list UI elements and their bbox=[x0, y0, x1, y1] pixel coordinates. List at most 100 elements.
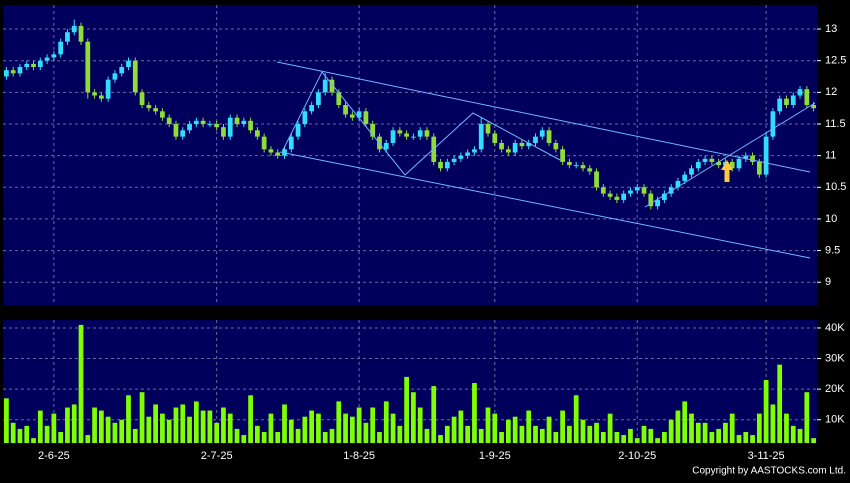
volume-bar bbox=[119, 419, 125, 443]
candle-body bbox=[695, 161, 701, 169]
candle-body bbox=[343, 105, 348, 115]
volume-bar bbox=[695, 422, 701, 443]
volume-bar bbox=[10, 422, 16, 443]
y-tick-label: 30K bbox=[825, 352, 845, 364]
volume-bar bbox=[472, 383, 477, 443]
candle-body bbox=[567, 161, 572, 166]
volume-bar bbox=[431, 386, 437, 443]
candle-body bbox=[770, 111, 776, 137]
candle-body bbox=[600, 187, 606, 194]
candle-body bbox=[214, 123, 220, 128]
volume-bar bbox=[675, 410, 681, 443]
candle-body bbox=[119, 67, 125, 74]
candle-body bbox=[662, 193, 667, 200]
volume-bar bbox=[756, 413, 762, 443]
volume-bar bbox=[221, 407, 226, 443]
volume-bar bbox=[71, 404, 77, 443]
volume-bar bbox=[275, 431, 281, 443]
marks bbox=[4, 19, 816, 443]
candle-body bbox=[614, 196, 620, 200]
y-tick-label: 10 bbox=[825, 213, 837, 225]
candle-body bbox=[193, 120, 199, 124]
candle-body bbox=[139, 92, 145, 105]
candle-body bbox=[675, 180, 681, 188]
volume-bar bbox=[377, 431, 382, 443]
candle-body bbox=[580, 165, 586, 169]
volume-bar bbox=[173, 407, 179, 443]
volume-bar bbox=[397, 425, 403, 443]
candle-body bbox=[750, 155, 755, 162]
volume-bar bbox=[295, 428, 301, 443]
candle-body bbox=[255, 130, 260, 137]
volume-bar bbox=[153, 404, 158, 443]
candle-body bbox=[17, 67, 23, 74]
candle-body bbox=[546, 130, 552, 143]
volume-bar bbox=[51, 413, 57, 443]
candle-body bbox=[160, 111, 165, 118]
candle-body bbox=[4, 70, 9, 77]
volume-bar bbox=[444, 425, 450, 443]
volume-bar bbox=[193, 401, 199, 443]
candle-body bbox=[58, 41, 64, 55]
candle-body bbox=[790, 95, 796, 105]
volume-bar bbox=[567, 425, 572, 443]
y-tick-label: 12 bbox=[825, 86, 837, 98]
candle-body bbox=[519, 142, 525, 147]
candle-body bbox=[784, 98, 789, 105]
volume-bar bbox=[261, 431, 267, 443]
candle-body bbox=[587, 168, 593, 172]
volume-bar bbox=[777, 364, 783, 443]
candle-body bbox=[146, 105, 152, 109]
candle-body bbox=[51, 54, 57, 58]
candle-body bbox=[24, 63, 30, 68]
candle-body bbox=[65, 32, 70, 42]
volume-bar bbox=[417, 407, 423, 443]
volume-bar bbox=[709, 431, 715, 443]
volume-bar bbox=[139, 392, 145, 443]
volume-bar bbox=[505, 419, 511, 443]
candle-body bbox=[404, 133, 409, 137]
signal-arrow bbox=[721, 160, 733, 182]
y-tick-label: 40K bbox=[825, 322, 845, 334]
candle-body bbox=[248, 120, 253, 131]
candle-body bbox=[268, 149, 274, 153]
volume-bar bbox=[363, 422, 369, 443]
volume-bar bbox=[621, 435, 627, 443]
candle-body bbox=[655, 199, 660, 207]
volume-bar bbox=[65, 407, 70, 443]
volume-bar bbox=[146, 416, 152, 443]
volume-bar bbox=[668, 419, 674, 443]
volume-bar bbox=[200, 410, 206, 443]
candle-body bbox=[634, 187, 640, 191]
volume-bar bbox=[655, 438, 660, 443]
volume-bar bbox=[492, 413, 498, 443]
volume-bar bbox=[282, 404, 287, 443]
candle-body bbox=[560, 149, 565, 162]
candle-body bbox=[370, 123, 376, 137]
trend-lines bbox=[276, 61, 816, 259]
candle-body bbox=[329, 79, 335, 93]
y-tick-label: 13 bbox=[825, 23, 837, 35]
candle-body bbox=[709, 158, 715, 162]
volume-bar bbox=[682, 401, 688, 443]
volume-bar bbox=[600, 431, 606, 443]
candle-body bbox=[438, 161, 443, 169]
candle-body bbox=[417, 130, 423, 137]
volume-bar bbox=[105, 416, 111, 443]
candle-body bbox=[37, 60, 43, 68]
candle-body bbox=[288, 136, 294, 150]
candle-body bbox=[187, 123, 192, 131]
volume-bar bbox=[166, 419, 172, 443]
candle-body bbox=[424, 130, 430, 137]
volume-bar bbox=[383, 401, 389, 443]
candle-body bbox=[451, 158, 457, 162]
volume-bar bbox=[797, 428, 803, 443]
candle-body bbox=[478, 123, 484, 150]
price-panel bbox=[3, 5, 817, 305]
volume-bar bbox=[533, 425, 538, 443]
x-tick-label: 2-7-25 bbox=[201, 450, 233, 462]
volume-bar bbox=[804, 392, 810, 443]
volume-bar bbox=[214, 422, 220, 443]
candle-body bbox=[390, 130, 396, 143]
candle-body bbox=[485, 123, 491, 134]
